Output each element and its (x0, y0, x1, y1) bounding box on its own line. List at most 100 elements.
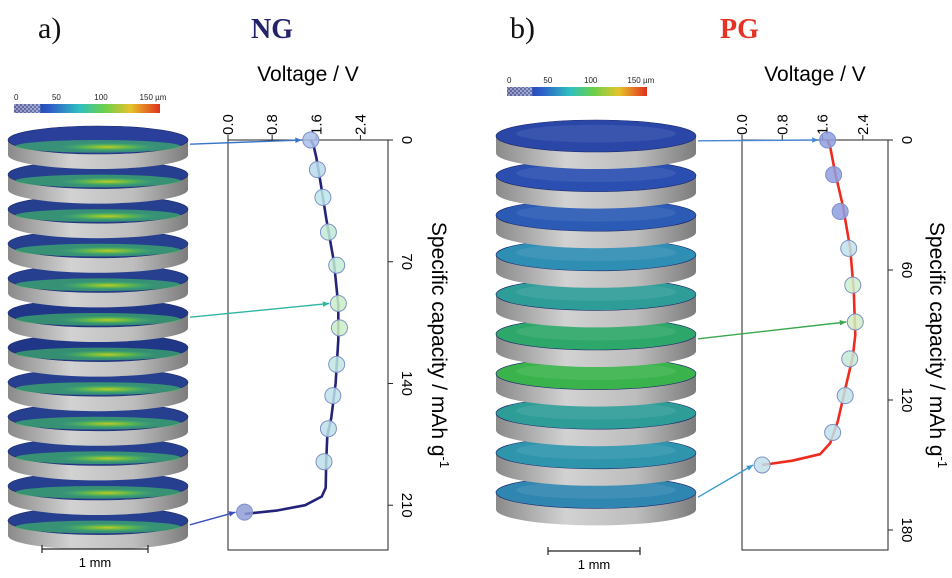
electrode-disc (495, 396, 697, 447)
plot-frame (227, 139, 389, 551)
colorbar-tick-label: 0 (14, 93, 19, 102)
data-point-marker (319, 420, 337, 438)
plot-frame (741, 139, 889, 551)
voltage-tick-label: 0.8 (774, 114, 791, 135)
electrode-disc (7, 333, 189, 377)
disc-sheen (516, 441, 676, 460)
disc-hotspot (58, 523, 158, 532)
disc-hotspot (58, 454, 158, 463)
electrode-disc (7, 298, 189, 342)
disc-hotspot (58, 246, 158, 255)
pointer-arrow (697, 139, 819, 142)
disc-sheen (516, 402, 676, 420)
capacity-tick-label: 180 (898, 517, 915, 542)
pointer-arrowhead (295, 137, 302, 143)
data-point-marker (314, 188, 332, 206)
voltage-axis-label: Voltage / V (764, 63, 866, 86)
panel-b-title: PG (720, 14, 759, 45)
disc-sheen (516, 481, 676, 499)
disc-hotspot (58, 315, 158, 325)
electrode-disc (7, 194, 189, 239)
panel-b-letter: b) (510, 12, 535, 45)
capacity-axis-label: Specific capacity / mAh g-1 (427, 222, 452, 468)
pointer-arrow (189, 139, 302, 145)
capacity-axis-label-text: Specific capacity / mAh g (427, 222, 450, 457)
colorbar (14, 104, 160, 113)
disc-hotspot (58, 419, 158, 428)
pointer-arrowhead (839, 320, 847, 326)
capacity-tick-label: 140 (398, 371, 415, 396)
data-point-marker (825, 166, 843, 184)
capacity-axis-label-superscript: -1 (437, 457, 452, 469)
panel-a-letter: a) (38, 12, 62, 45)
disc-sheen (516, 243, 676, 262)
electrode-disc (7, 160, 189, 204)
disc-sheen (516, 362, 676, 381)
voltage-tick-label: 0.0 (734, 114, 751, 135)
capacity-tick-label: 70 (398, 253, 415, 270)
electrode-disc (7, 506, 189, 550)
data-point-marker (328, 355, 346, 373)
disc-sheen (516, 164, 676, 182)
disc-sheen (516, 204, 676, 222)
data-point-marker (841, 350, 859, 368)
capacity-tick-label: 120 (898, 387, 915, 412)
data-point-marker (836, 387, 854, 405)
voltage-tick-label: 2.4 (352, 114, 369, 135)
colorbar-tick-label: 50 (52, 93, 61, 102)
colorbar (507, 87, 647, 96)
capacity-tick-label: 210 (398, 493, 415, 518)
disc-sheen (516, 322, 676, 341)
disc-hotspot (58, 212, 158, 221)
data-point-marker (315, 453, 333, 471)
electrode-disc (7, 367, 189, 412)
data-point-marker (846, 313, 864, 331)
electrode-disc (7, 229, 189, 273)
electrode-disc (7, 437, 189, 481)
voltage-tick-label: 1.6 (308, 114, 325, 135)
voltage-curve (761, 139, 857, 467)
scale-bar-label: 1 mm (578, 557, 611, 572)
voltage-axis-label: Voltage / V (257, 63, 359, 86)
disc-sheen (516, 283, 676, 301)
pointer-arrowhead (322, 301, 330, 307)
disc-hotspot (58, 385, 158, 394)
scale-bar-label: 1 mm (79, 555, 112, 570)
data-point-marker (831, 203, 849, 220)
panel-a-title: NG (251, 14, 293, 45)
electrode-disc (495, 317, 697, 367)
data-point-marker (236, 503, 254, 521)
disc-hotspot (58, 281, 158, 290)
colorbar-tick-label: 100 (94, 93, 108, 102)
pointer-arrowhead (746, 465, 754, 471)
colorbar-tick-label: 100 (584, 76, 598, 85)
electrode-disc (495, 436, 697, 486)
disc-hotspot (58, 177, 158, 186)
electrode-disc (7, 125, 189, 169)
data-point-marker (844, 276, 862, 294)
data-point-marker (308, 161, 326, 179)
pointer-arrow (697, 464, 754, 498)
pointer-arrow (189, 511, 236, 526)
data-point-marker (324, 387, 342, 405)
electrode-disc (7, 402, 189, 446)
data-point-marker (824, 424, 842, 441)
pointer-arrow (697, 321, 847, 340)
data-point-marker (819, 131, 837, 149)
disc-hotspot (58, 142, 158, 152)
electrode-disc (495, 238, 697, 288)
capacity-tick-label: 0 (398, 136, 415, 144)
colorbar-tick-label: 150 µm (627, 76, 654, 85)
data-point-marker (319, 223, 337, 241)
electrode-disc (7, 471, 189, 515)
disc-hotspot (58, 488, 158, 498)
electrode-disc (495, 278, 697, 328)
capacity-axis-label: Specific capacity / mAh g-1 (925, 222, 950, 468)
disc-hotspot (58, 350, 158, 359)
voltage-tick-label: 0.8 (264, 114, 281, 135)
capacity-axis-label-superscript: -1 (935, 457, 950, 469)
data-point-marker (330, 319, 348, 337)
colorbar-checker (507, 87, 533, 96)
electrode-disc (495, 198, 697, 249)
